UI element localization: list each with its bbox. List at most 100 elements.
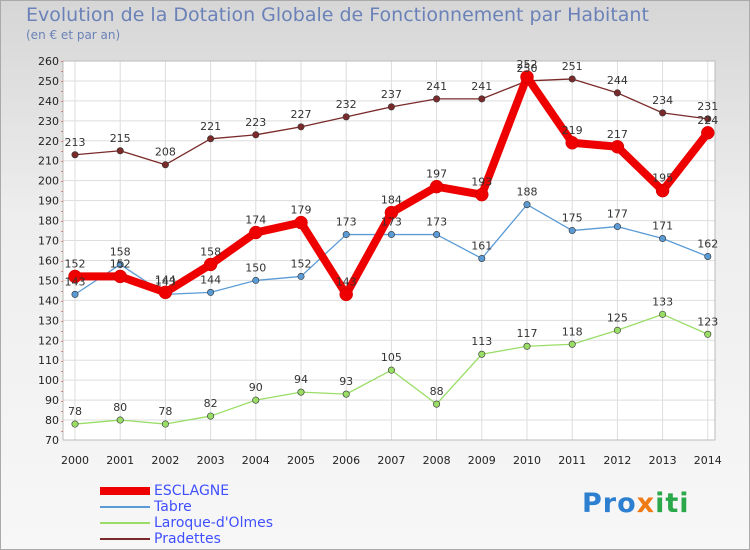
- data-point: [565, 136, 579, 150]
- y-tick-label: 70: [45, 434, 59, 447]
- data-label: 177: [607, 208, 628, 221]
- x-tick-label: 2008: [423, 454, 451, 467]
- data-label: 117: [517, 327, 538, 340]
- data-point: [704, 252, 712, 260]
- data-label: 152: [110, 257, 131, 270]
- y-tick-label: 180: [38, 215, 59, 228]
- x-tick-label: 2011: [558, 454, 586, 467]
- data-label: 152: [291, 257, 312, 270]
- y-tick-label: 240: [38, 95, 59, 108]
- data-point: [610, 140, 625, 154]
- y-tick-label: 260: [38, 55, 59, 68]
- data-point: [655, 183, 670, 198]
- data-point: [478, 350, 486, 358]
- data-label: 215: [110, 132, 131, 145]
- data-point: [659, 235, 667, 243]
- data-point: [478, 254, 486, 262]
- y-tick-label: 230: [38, 115, 59, 128]
- data-point: [433, 231, 441, 239]
- data-point: [387, 366, 395, 374]
- data-point: [342, 231, 350, 239]
- data-point: [701, 126, 715, 140]
- data-point: [704, 115, 712, 123]
- x-tick-label: 2000: [61, 454, 89, 467]
- data-label: 184: [381, 194, 402, 207]
- y-tick-label: 100: [38, 374, 59, 387]
- data-point: [158, 285, 173, 300]
- data-label: 219: [562, 124, 583, 137]
- data-point: [249, 225, 263, 240]
- legend-label: Tabre: [154, 499, 192, 515]
- data-label: 197: [426, 168, 447, 181]
- plot-border: [62, 60, 716, 441]
- data-point: [568, 227, 576, 235]
- data-point: [297, 272, 305, 280]
- data-point: [113, 269, 127, 284]
- data-label: 234: [652, 94, 673, 107]
- legend-label: Laroque-d'Olmes: [154, 515, 274, 531]
- data-label: 179: [291, 204, 312, 217]
- logo-part-2: x: [636, 488, 656, 519]
- data-label: 105: [381, 351, 402, 364]
- x-tick-label: 2004: [242, 454, 270, 467]
- data-label: 171: [652, 220, 673, 233]
- data-label: 88: [430, 385, 444, 398]
- data-point: [207, 135, 215, 143]
- data-point: [71, 151, 79, 159]
- data-label: 175: [562, 212, 583, 225]
- legend-swatch: [100, 506, 150, 508]
- data-label: 251: [562, 60, 583, 73]
- data-label: 173: [381, 216, 402, 229]
- data-point: [116, 260, 124, 268]
- legend-swatch: [100, 487, 150, 495]
- data-label: 227: [291, 108, 312, 121]
- y-tick-label: 90: [45, 394, 59, 407]
- data-point: [252, 276, 260, 284]
- x-tick-label: 2014: [694, 454, 722, 467]
- x-tick-label: 2003: [197, 454, 225, 467]
- data-label: 152: [65, 257, 86, 270]
- data-point: [568, 340, 576, 348]
- data-point: [294, 215, 308, 230]
- data-label: 113: [471, 335, 492, 348]
- y-tick-label: 120: [38, 334, 59, 347]
- data-label: 143: [65, 275, 86, 288]
- data-point: [71, 290, 79, 298]
- data-label: 241: [426, 80, 447, 93]
- data-label: 125: [607, 311, 628, 324]
- data-point: [207, 288, 215, 296]
- data-point: [387, 103, 395, 111]
- data-point: [613, 326, 621, 334]
- data-point: [207, 412, 215, 420]
- data-label: 143: [336, 275, 357, 288]
- data-label: 231: [697, 100, 718, 113]
- legend-label: ESCLAGNE: [154, 483, 230, 499]
- y-tick-label: 130: [38, 314, 59, 327]
- data-point: [342, 113, 350, 121]
- data-label: 213: [65, 136, 86, 149]
- data-point: [252, 131, 260, 139]
- data-label: 241: [471, 80, 492, 93]
- data-label: 232: [336, 98, 357, 111]
- data-label: 250: [517, 62, 538, 75]
- data-label: 143: [155, 275, 176, 288]
- chart-title: Evolution de la Dotation Globale de Fonc…: [26, 4, 649, 26]
- data-label: 173: [426, 216, 447, 229]
- x-tick-label: 2006: [332, 454, 360, 467]
- x-tick-label: 2007: [377, 454, 405, 467]
- data-label: 188: [517, 186, 538, 199]
- data-point: [342, 390, 350, 398]
- data-label: 82: [204, 397, 218, 410]
- x-tick-label: 2012: [603, 454, 631, 467]
- data-point: [161, 161, 169, 169]
- data-point: [613, 223, 621, 231]
- data-point: [478, 95, 486, 103]
- data-point: [433, 95, 441, 103]
- data-point: [433, 400, 441, 408]
- data-point: [475, 187, 489, 202]
- y-tick-label: 170: [38, 235, 59, 248]
- data-label: 118: [562, 325, 583, 338]
- data-point: [613, 89, 621, 97]
- data-label: 173: [336, 216, 357, 229]
- y-tick-label: 160: [38, 254, 59, 267]
